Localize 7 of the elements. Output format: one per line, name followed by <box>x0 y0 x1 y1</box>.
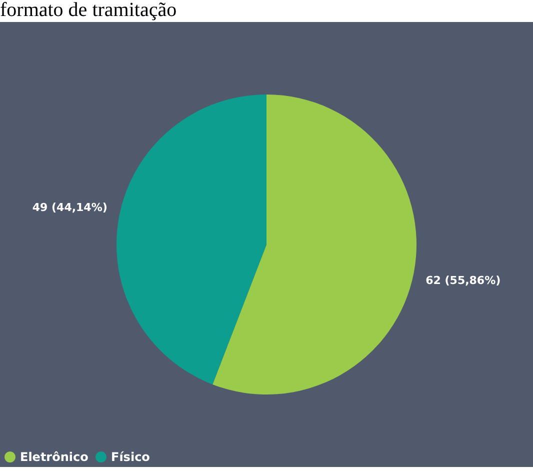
pie-slice <box>116 94 266 384</box>
chart-title: formato de tramitação <box>0 0 177 21</box>
data-label: 62 (55,86%) <box>426 274 501 288</box>
legend-label: Eletrônico <box>20 450 88 464</box>
legend-label: Físico <box>111 450 150 464</box>
pie-slice <box>212 94 416 394</box>
data-label: 49 (44,14%) <box>32 200 108 214</box>
